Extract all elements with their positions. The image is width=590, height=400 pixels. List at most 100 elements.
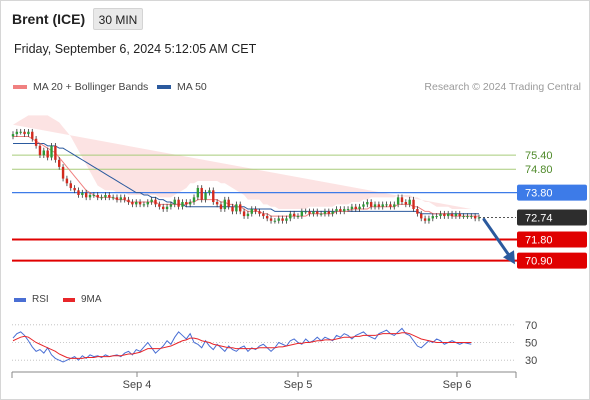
candle-body bbox=[223, 199, 227, 210]
candle-body bbox=[31, 131, 34, 139]
candle-body bbox=[462, 216, 465, 218]
candle-body bbox=[77, 190, 80, 195]
rsi-swatch bbox=[14, 297, 26, 302]
candle-body bbox=[285, 218, 288, 221]
candle-body bbox=[111, 197, 115, 199]
candle-body bbox=[42, 150, 46, 156]
level-tag-72.74 bbox=[517, 209, 587, 226]
candle-body bbox=[181, 202, 184, 207]
level-label-74.80: 74.80 bbox=[525, 164, 553, 176]
candle-body bbox=[204, 192, 207, 200]
candle-body bbox=[65, 178, 69, 184]
candle-body bbox=[138, 202, 142, 205]
ma9-line bbox=[12, 332, 472, 359]
candle-body bbox=[34, 138, 38, 146]
candle-body bbox=[58, 159, 61, 167]
candle-body bbox=[115, 197, 119, 200]
candle-body bbox=[15, 131, 19, 135]
candle-body bbox=[289, 213, 292, 219]
candle-body bbox=[50, 145, 53, 158]
candle-body bbox=[54, 145, 57, 160]
candle-body bbox=[477, 217, 481, 219]
candle-body bbox=[377, 204, 381, 207]
rsi-line bbox=[12, 327, 472, 363]
candle-body bbox=[300, 211, 304, 217]
candle-body bbox=[19, 131, 22, 133]
candle-body bbox=[227, 199, 230, 207]
candle-body bbox=[96, 195, 99, 198]
candle-body bbox=[161, 206, 165, 210]
candle-body bbox=[158, 204, 161, 207]
candle-body bbox=[61, 166, 65, 179]
candle-body bbox=[366, 202, 369, 205]
candle-body bbox=[188, 202, 192, 205]
level-label-73.80: 73.80 bbox=[525, 188, 553, 200]
candle-body bbox=[154, 199, 157, 205]
rsi-legend-label: RSI bbox=[32, 294, 49, 305]
candle-body bbox=[192, 197, 196, 203]
ma9-swatch bbox=[63, 297, 75, 302]
candle-body bbox=[27, 131, 30, 135]
candle-body bbox=[454, 213, 458, 217]
ma20-swatch bbox=[13, 85, 27, 89]
candle-body bbox=[312, 211, 315, 214]
candle-body bbox=[339, 209, 342, 212]
credit-label: Research © 2024 Trading Central bbox=[424, 81, 581, 93]
legend-ma50: MA 50 bbox=[157, 81, 207, 93]
candle-body bbox=[416, 209, 419, 214]
candle-body bbox=[150, 199, 153, 203]
candle-body bbox=[146, 202, 149, 205]
candle-body bbox=[135, 202, 138, 205]
candle-body bbox=[304, 211, 307, 213]
candle-body bbox=[431, 216, 434, 219]
ma9-legend-label: 9MA bbox=[81, 294, 102, 305]
candle-body bbox=[369, 202, 373, 207]
candle-body bbox=[281, 218, 284, 221]
level-label-70.90: 70.90 bbox=[525, 256, 553, 268]
candle-body bbox=[443, 213, 446, 217]
candle-body bbox=[319, 213, 323, 215]
candle-body bbox=[131, 202, 134, 205]
ma50-legend-label: MA 50 bbox=[177, 81, 207, 93]
x-tick-label: Sep 6 bbox=[443, 379, 472, 391]
ma20-legend-label: MA 20 + Bollinger Bands bbox=[33, 81, 149, 93]
ma50-line bbox=[13, 142, 479, 215]
forecast-arrow-head bbox=[503, 250, 515, 265]
candle-body bbox=[23, 131, 26, 135]
candle-body bbox=[439, 213, 442, 217]
level-tag-71.80 bbox=[517, 231, 587, 248]
ma20-line bbox=[13, 135, 479, 217]
candle-body bbox=[119, 197, 123, 200]
candle-body bbox=[212, 190, 215, 203]
candle-body bbox=[127, 199, 130, 203]
candle-body bbox=[81, 192, 84, 195]
candle-body bbox=[354, 206, 357, 210]
candle-body bbox=[169, 204, 173, 207]
candle-body bbox=[450, 213, 454, 217]
rsi-tick-label: 30 bbox=[525, 355, 537, 367]
candle-body bbox=[343, 209, 346, 212]
ma50-swatch bbox=[157, 85, 171, 89]
candle-body bbox=[173, 199, 176, 205]
candle-body bbox=[250, 209, 253, 214]
candle-body bbox=[46, 150, 49, 158]
candle-body bbox=[350, 206, 354, 210]
legend-9ma: 9MA bbox=[63, 294, 102, 305]
x-tick-label: Sep 5 bbox=[284, 379, 313, 391]
candle-body bbox=[177, 199, 180, 207]
candle-body bbox=[69, 183, 72, 188]
candle-body bbox=[458, 213, 461, 217]
candle-body bbox=[427, 218, 431, 221]
candle-body bbox=[277, 218, 280, 221]
candle-body bbox=[470, 216, 473, 218]
candle-body bbox=[435, 216, 438, 218]
rsi-tick-label: 50 bbox=[525, 338, 537, 350]
candle-body bbox=[473, 216, 477, 219]
rsi-tick-label: 70 bbox=[525, 320, 537, 332]
candle-body bbox=[100, 197, 103, 199]
timeframe-button[interactable]: 30 MIN bbox=[93, 8, 143, 30]
candle-body bbox=[335, 209, 338, 212]
level-label-72.74: 72.74 bbox=[525, 212, 553, 224]
